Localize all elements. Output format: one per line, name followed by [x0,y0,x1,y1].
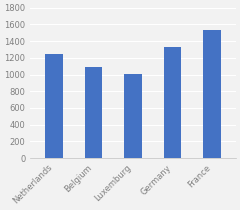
Bar [203,30,221,158]
Bar [84,67,102,158]
Bar [124,74,142,158]
Bar [45,54,63,158]
Bar [164,47,181,158]
